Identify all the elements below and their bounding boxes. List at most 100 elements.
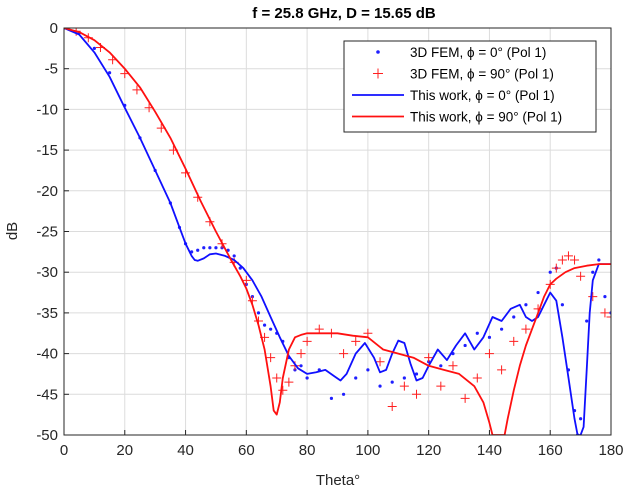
data-point <box>500 327 504 331</box>
data-point <box>460 393 470 403</box>
x-tick-label: 100 <box>355 442 380 459</box>
data-point <box>107 71 112 75</box>
data-point <box>463 343 467 348</box>
data-point <box>536 290 540 295</box>
data-point <box>341 392 346 396</box>
x-tick-label: 180 <box>598 442 623 459</box>
x-tick-label: 80 <box>299 442 316 459</box>
data-point <box>606 312 611 322</box>
data-point <box>585 319 589 323</box>
x-tick-label: 160 <box>538 442 563 459</box>
data-point <box>387 402 397 412</box>
y-tick-label: -30 <box>36 264 58 281</box>
series-4 <box>64 28 611 435</box>
data-point <box>524 303 528 307</box>
data-point <box>548 270 552 274</box>
data-point <box>588 292 598 302</box>
data-point <box>563 251 573 261</box>
data-point <box>475 331 479 335</box>
data-point <box>560 303 564 307</box>
data-point <box>436 381 446 391</box>
data-point <box>497 365 507 375</box>
y-tick-label: -35 <box>36 305 58 322</box>
data-point <box>448 361 458 371</box>
series-line <box>64 28 611 435</box>
series-line <box>64 28 611 435</box>
y-tick-label: -40 <box>36 346 58 363</box>
data-point <box>375 357 385 367</box>
data-point <box>351 336 361 346</box>
y-tick-label: -50 <box>36 427 58 444</box>
y-tick-label: 0 <box>50 20 58 37</box>
legend-item: This work, ϕ = 0° (Pol 1) <box>352 88 555 103</box>
y-tick-label: -25 <box>36 224 58 241</box>
legend-item: 3D FEM, ϕ = 0° (Pol 1) <box>376 45 546 60</box>
y-tick-label: -10 <box>36 101 58 118</box>
data-point <box>278 385 288 395</box>
data-point <box>390 380 394 384</box>
x-tick-label: 40 <box>177 442 194 459</box>
data-point <box>597 258 601 262</box>
data-point <box>414 372 419 376</box>
legend-label: 3D FEM, ϕ = 90° (Pol 1) <box>410 67 554 82</box>
y-tick-label: -15 <box>36 142 58 159</box>
data-point <box>256 311 261 315</box>
data-point <box>402 376 406 380</box>
y-tick-label: -45 <box>36 386 58 403</box>
data-point <box>238 266 242 270</box>
y-axis-label: dB <box>4 222 21 240</box>
legend-label: This work, ϕ = 0° (Pol 1) <box>410 88 555 103</box>
data-point <box>366 368 370 372</box>
legend-swatch <box>376 50 380 54</box>
data-point <box>378 384 382 388</box>
data-point <box>579 417 583 421</box>
data-point <box>412 389 422 399</box>
legend-label: This work, ϕ = 90° (Pol 1) <box>410 110 562 125</box>
data-point <box>305 376 309 380</box>
data-point <box>472 373 482 383</box>
x-tick-label: 0 <box>60 442 68 459</box>
x-tick-label: 20 <box>116 442 133 459</box>
legend-swatch <box>373 68 383 79</box>
x-tick-label: 140 <box>477 442 502 459</box>
x-axis-label: Theta° <box>316 472 360 489</box>
data-point <box>92 46 96 50</box>
data-point <box>521 324 531 334</box>
data-point <box>603 295 607 299</box>
data-point <box>232 254 236 258</box>
data-point <box>439 364 443 368</box>
chart-title: f = 25.8 GHz, D = 15.65 dB <box>252 5 436 22</box>
x-tick-label: 120 <box>416 442 441 459</box>
data-point <box>576 271 586 281</box>
data-point <box>329 396 334 400</box>
data-point <box>551 263 561 273</box>
data-point <box>272 373 282 383</box>
data-point <box>214 246 218 250</box>
data-point <box>202 246 206 250</box>
legend: 3D FEM, ϕ = 0° (Pol 1) 3D FEM, ϕ = 90° (P… <box>343 40 597 133</box>
data-point <box>487 335 492 339</box>
data-point <box>339 349 349 359</box>
plot-series <box>64 28 611 435</box>
data-point <box>314 324 324 334</box>
data-point <box>208 246 212 250</box>
data-point <box>266 353 276 363</box>
data-point <box>399 381 409 391</box>
data-point <box>196 248 200 252</box>
legend-item: 3D FEM, ϕ = 90° (Pol 1) <box>373 67 554 82</box>
legend-label: 3D FEM, ϕ = 0° (Pol 1) <box>410 45 546 60</box>
data-point <box>296 349 306 359</box>
data-point <box>557 255 567 265</box>
data-point <box>512 315 516 319</box>
legend-item: This work, ϕ = 90° (Pol 1) <box>352 110 562 125</box>
data-point <box>302 336 312 346</box>
data-point <box>269 327 273 331</box>
data-point <box>354 376 358 380</box>
y-tick-label: -5 <box>45 61 58 78</box>
series-3 <box>64 28 611 435</box>
axis-ticks: 0 20 40 60 80 100 120 140 160 180 0 -5 -10 -15 -20 -25 -… <box>36 20 623 459</box>
data-point <box>570 255 580 265</box>
data-point <box>509 336 519 346</box>
data-point <box>241 275 251 285</box>
